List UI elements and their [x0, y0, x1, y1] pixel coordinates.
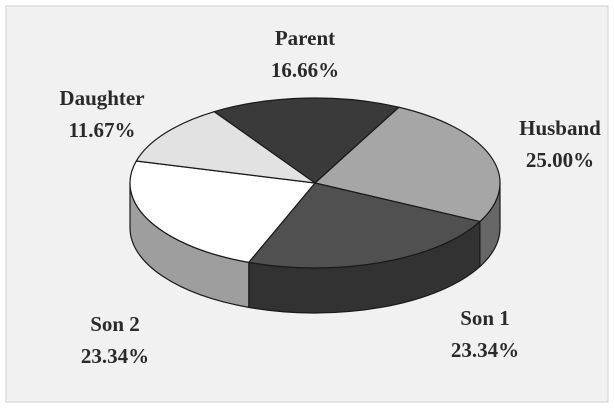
pie-slice [248, 182, 481, 269]
slice-label: Husband [519, 116, 601, 140]
pie-slice [314, 106, 501, 223]
slice-value-label: 25.00% [526, 148, 594, 172]
slice-label: Parent [275, 26, 335, 50]
pie-slice [129, 160, 316, 263]
labels: Parent 16.66% Husband 25.00% Son 1 23.34% Son … [59, 26, 601, 368]
slice-label: Daughter [59, 86, 144, 110]
slice-value-label: 23.34% [451, 338, 519, 362]
slice-label: Son 1 [460, 306, 510, 330]
pie-slice [135, 111, 316, 184]
slice-value-label: 11.67% [68, 118, 135, 142]
pie-slice [213, 97, 400, 184]
pie-tops [129, 97, 501, 269]
slice-value-label: 16.66% [271, 58, 339, 82]
slice-value-label: 23.34% [81, 344, 149, 368]
slice-label: Son 2 [90, 312, 140, 336]
pie-sides [129, 182, 501, 314]
